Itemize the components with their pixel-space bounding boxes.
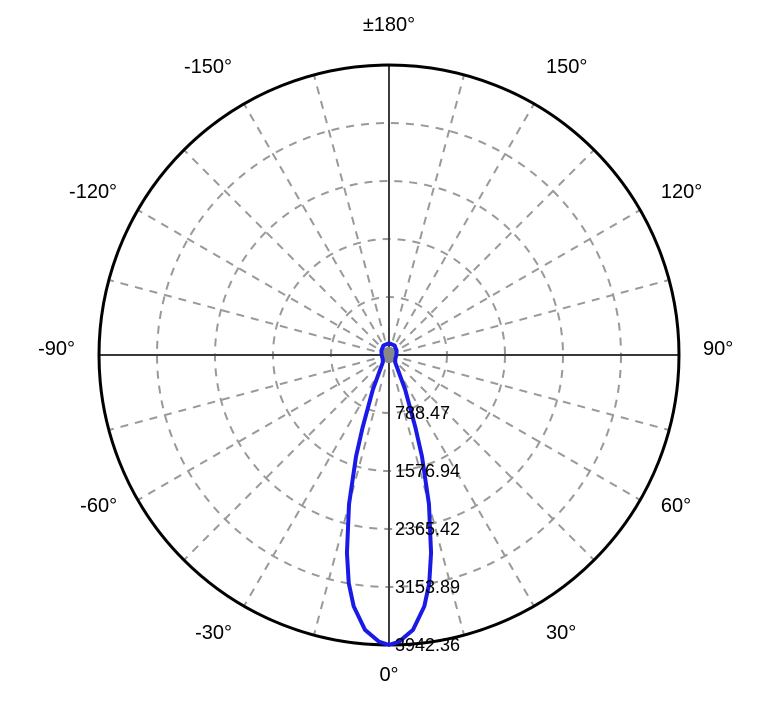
angle-label: 60° <box>661 495 691 517</box>
angle-label: -30° <box>195 622 232 644</box>
angle-label: 120° <box>661 181 702 203</box>
angle-label: -120° <box>69 181 117 203</box>
angle-label: ±180° <box>363 14 415 36</box>
angle-label: 90° <box>703 338 733 360</box>
ring-label: 788.47 <box>395 403 450 423</box>
angle-label: 30° <box>546 622 576 644</box>
ring-label: 1576.94 <box>395 461 460 481</box>
angle-label: -60° <box>80 495 117 517</box>
angle-label: -150° <box>184 56 232 78</box>
ring-label: 2365.42 <box>395 519 460 539</box>
ring-label: 3153.89 <box>395 577 460 597</box>
polar-chart: 788.47 1576.94 2365.42 3153.89 3942.36 0° 30° 6… <box>0 0 778 709</box>
ring-label: 3942.36 <box>395 635 460 655</box>
angle-label: 150° <box>546 56 587 78</box>
angle-label: -90° <box>38 338 75 360</box>
angle-label: 0° <box>379 664 398 686</box>
